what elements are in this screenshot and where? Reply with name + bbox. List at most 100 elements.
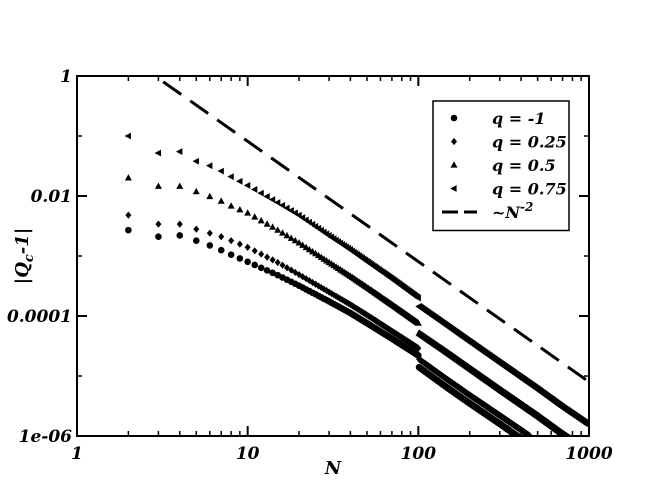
data-point <box>279 229 287 236</box>
legend-entry-5: ~N-2 <box>492 200 533 222</box>
data-point <box>192 157 199 165</box>
data-point <box>176 232 184 239</box>
data-point <box>568 436 575 442</box>
data-point <box>291 209 298 217</box>
data-point <box>339 296 346 304</box>
data-point <box>217 167 224 175</box>
data-point <box>125 211 132 219</box>
data-point <box>175 148 183 155</box>
data-point <box>345 271 353 278</box>
data-point <box>335 293 342 302</box>
data-point <box>345 299 352 308</box>
data-point <box>569 436 576 442</box>
data-point <box>243 182 251 189</box>
data-point <box>287 234 295 241</box>
legend-entry-1: q = -1 <box>492 109 546 128</box>
legend-entry-4: q = 0.75 <box>492 180 567 199</box>
axis-ticks: 1 10 100 1000 1 0.01 0.0001 1e-06 <box>7 67 613 464</box>
data-point <box>250 186 258 193</box>
data-point <box>154 149 162 157</box>
data-point <box>251 261 259 269</box>
data-point <box>263 267 271 274</box>
series-4 <box>124 132 589 428</box>
data-point <box>296 270 303 279</box>
legend-entry-2: q = 0.25 <box>492 133 567 152</box>
data-point <box>236 255 244 262</box>
y-axis-label: |Qc-1| <box>12 228 37 285</box>
data-point <box>236 177 243 185</box>
data-point <box>295 239 303 246</box>
data-point <box>193 225 200 233</box>
y-tick-label: 1e-06 <box>19 427 73 447</box>
data-point <box>236 205 244 213</box>
data-point <box>155 220 162 228</box>
data-point <box>268 196 276 203</box>
data-point <box>192 237 200 244</box>
data-point <box>299 241 307 248</box>
data-point <box>269 269 276 277</box>
data-point <box>244 209 252 216</box>
data-point <box>154 182 162 189</box>
data-point <box>295 211 302 219</box>
data-point <box>251 247 258 255</box>
data-point <box>269 223 277 230</box>
x-axis-label: N <box>324 458 343 479</box>
data-point <box>274 258 281 267</box>
data-point <box>217 246 225 254</box>
data-point <box>278 201 286 209</box>
data-point <box>264 253 271 261</box>
legend-entry-3: q = 0.5 <box>492 156 556 175</box>
data-point <box>387 326 394 335</box>
x-tick-label: 1 <box>71 444 83 464</box>
legend-marker-circle <box>450 114 458 122</box>
data-point <box>124 174 132 181</box>
data-point <box>206 162 213 170</box>
data-point <box>283 264 290 272</box>
data-point <box>569 436 576 442</box>
data-point <box>263 220 271 227</box>
data-point <box>269 256 276 264</box>
data-point <box>292 268 299 277</box>
data-point <box>257 216 265 224</box>
data-point <box>124 132 131 140</box>
data-point <box>414 344 421 352</box>
y-axis-label-pre: |Q <box>12 262 33 285</box>
data-point <box>414 318 422 326</box>
data-point <box>291 236 299 244</box>
data-point <box>227 202 235 209</box>
data-point <box>125 226 132 234</box>
data-point <box>306 277 313 285</box>
x-tick-label: 100 <box>401 444 437 464</box>
data-point <box>236 240 243 248</box>
data-point <box>218 233 225 241</box>
legend-marker-triangle-left <box>450 185 457 192</box>
data-point <box>322 230 330 238</box>
data-point <box>323 296 330 304</box>
y-tick-label: 1 <box>60 67 72 87</box>
data-point <box>217 197 225 204</box>
data-point <box>302 243 310 251</box>
data-point <box>251 213 259 220</box>
data-point <box>155 233 162 240</box>
data-point <box>274 226 282 233</box>
y-tick-label: 0.0001 <box>7 307 72 327</box>
data-point <box>568 436 575 442</box>
data-point <box>283 204 290 212</box>
data-point <box>569 436 576 442</box>
data-point <box>288 266 295 274</box>
y-tick-label: 0.01 <box>31 187 72 207</box>
data-point <box>344 244 352 252</box>
series-1 <box>125 226 523 436</box>
legend-entry-text: q = 0.5 <box>492 156 556 175</box>
legend-entry-superscript: -2 <box>520 200 533 214</box>
data-point <box>569 436 576 442</box>
legend-marker-diamond <box>451 137 457 146</box>
legend-marker-triangle-up <box>450 161 458 168</box>
data-point <box>273 199 281 206</box>
data-point <box>283 231 291 239</box>
data-point <box>206 229 213 237</box>
data-point <box>413 293 421 301</box>
y-axis-label-post: -1| <box>12 228 33 255</box>
